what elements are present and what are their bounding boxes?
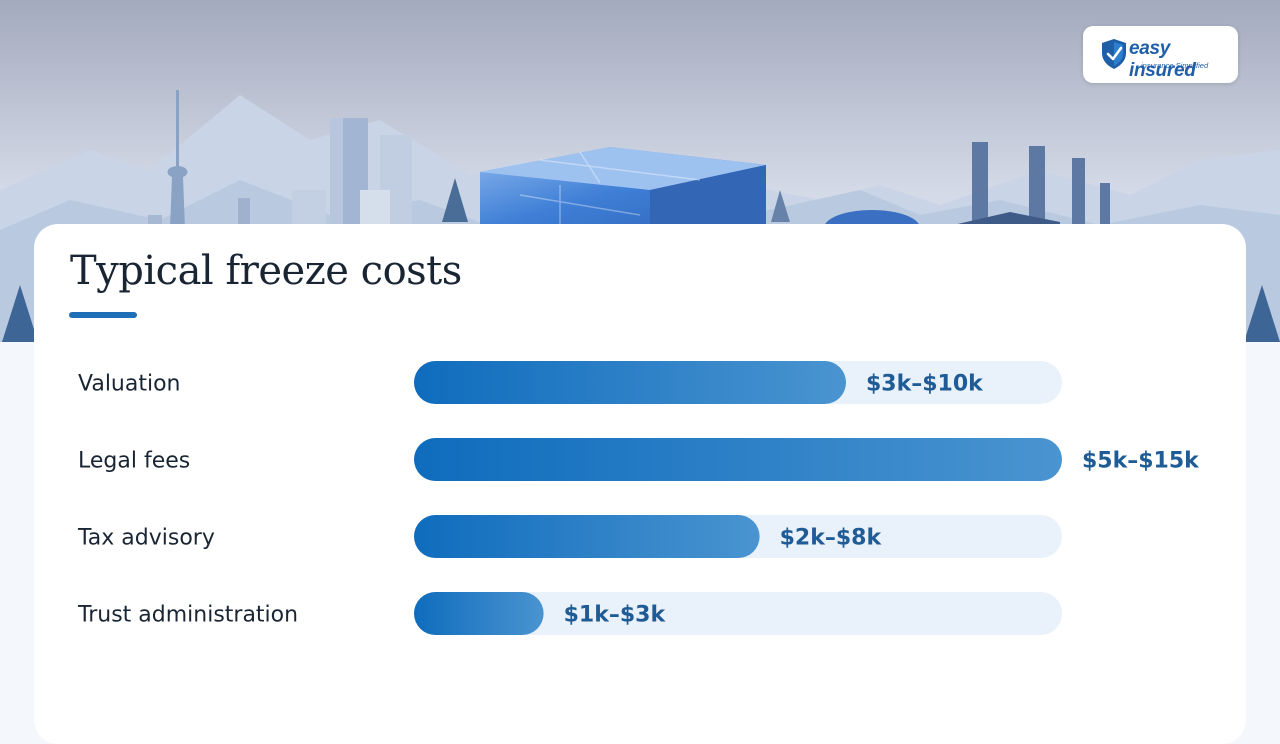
brand-name: easy insured bbox=[1129, 38, 1196, 81]
bar bbox=[414, 515, 760, 558]
title-underline bbox=[69, 312, 137, 318]
bar bbox=[414, 592, 544, 635]
category-label: Valuation bbox=[78, 372, 181, 397]
value-label: $5k–$15k bbox=[1082, 449, 1200, 474]
ice-block-illustration bbox=[480, 147, 766, 230]
brand-tagline: insurance Simplified bbox=[1141, 61, 1209, 70]
chart-title: Typical freeze costs bbox=[70, 248, 462, 294]
bar-track bbox=[414, 592, 1062, 635]
value-label: $1k–$3k bbox=[564, 603, 667, 628]
brand-logo[interactable]: easy insured insurance Simplified bbox=[1083, 26, 1238, 83]
category-label: Trust administration bbox=[77, 603, 298, 628]
cost-bar-chart: Valuation $3k–$10k Legal fees $5k–$15k Tax a… bbox=[77, 361, 1200, 635]
value-label: $2k–$8k bbox=[780, 526, 883, 551]
bar bbox=[414, 361, 846, 404]
category-label: Legal fees bbox=[78, 449, 190, 474]
cost-card: Typical freeze costs Valuation $3k–$10k Le… bbox=[34, 224, 1246, 744]
category-label: Tax advisory bbox=[77, 526, 215, 551]
shield-check-icon bbox=[1102, 39, 1126, 69]
value-label: $3k–$10k bbox=[866, 372, 984, 397]
bar bbox=[414, 438, 1062, 481]
tower-illustration bbox=[167, 90, 188, 230]
